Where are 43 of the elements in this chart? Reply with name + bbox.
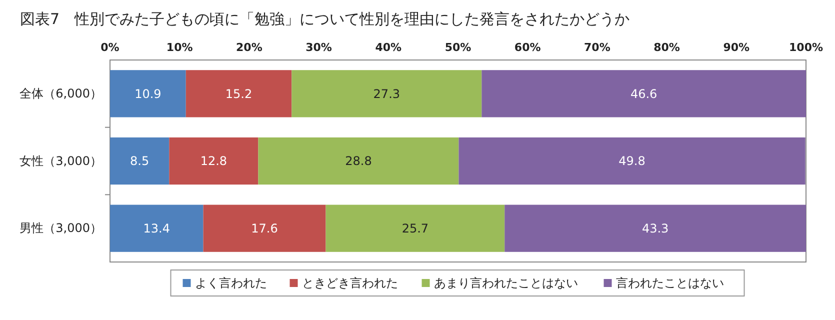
y-tick-label: 全体（6,000）	[20, 86, 102, 101]
legend-label: ときどき言われた	[302, 276, 398, 290]
data-label: 27.3	[373, 86, 400, 101]
bar	[258, 137, 459, 185]
legend-label: あまり言われたことはない	[434, 276, 578, 290]
data-label: 17.6	[251, 222, 278, 236]
x-tick-label: 20%	[236, 41, 262, 54]
x-tick-label: 40%	[375, 41, 402, 54]
legend-label: 言われたことはない	[616, 276, 724, 290]
bar	[326, 204, 505, 252]
x-tick-label: 100%	[789, 41, 823, 54]
bar	[186, 70, 292, 118]
x-tick-label: 30%	[306, 41, 332, 54]
bar	[110, 70, 186, 118]
x-tick-label: 70%	[584, 41, 610, 54]
bar	[504, 204, 806, 252]
x-tick-label: 90%	[723, 41, 750, 54]
chart-title: 図表7 性別でみた子どもの頃に「勉強」について性別を理由にした発言をされたかどうか	[20, 10, 630, 28]
bar	[292, 70, 482, 118]
data-label: 10.9	[134, 86, 162, 101]
bar	[203, 204, 326, 252]
data-label: 12.8	[200, 154, 228, 168]
x-tick-label: 80%	[654, 41, 680, 54]
data-label: 15.2	[225, 86, 252, 101]
bar	[110, 137, 170, 185]
y-tick-label: 女性（3,000）	[20, 154, 102, 168]
y-tick-label: 男性（3,000）	[20, 221, 102, 236]
bar	[110, 204, 204, 252]
x-tick-label: 0%	[100, 41, 120, 54]
bar	[482, 70, 806, 118]
legend-label: よく言われた	[194, 276, 267, 290]
x-tick-label: 50%	[444, 41, 472, 54]
x-tick-label: 10%	[166, 41, 193, 54]
data-label: 46.6	[630, 86, 658, 101]
data-label: 28.8	[345, 154, 372, 168]
data-label: 8.5	[130, 154, 150, 168]
bar	[169, 137, 258, 185]
data-label: 43.3	[642, 222, 669, 236]
bar	[458, 137, 806, 185]
x-tick-label: 60%	[514, 41, 541, 54]
data-label: 13.4	[143, 222, 170, 236]
data-label: 49.8	[618, 154, 646, 168]
data-label: 25.7	[402, 222, 429, 236]
